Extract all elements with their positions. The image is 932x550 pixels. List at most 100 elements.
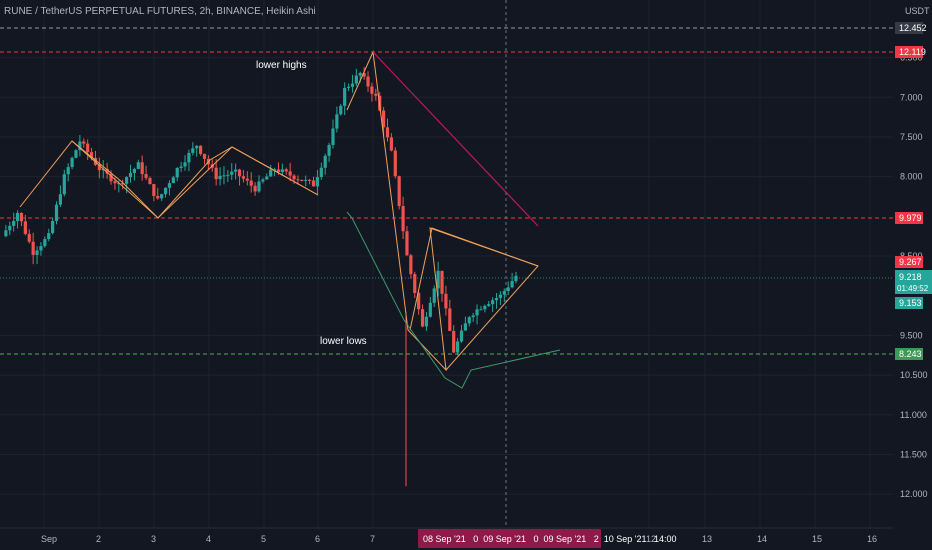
candle-body[interactable] <box>346 86 351 88</box>
candle-body[interactable] <box>249 180 253 186</box>
price-axis[interactable]: USDT 12.00011.50011.00010.5009.5008.5008… <box>893 0 932 528</box>
candle-body[interactable] <box>234 169 238 172</box>
candle-body[interactable] <box>502 290 506 295</box>
candle-body[interactable] <box>354 75 358 84</box>
pattern-drawings[interactable] <box>19 50 561 389</box>
candle-body[interactable] <box>479 309 483 311</box>
candle-body[interactable] <box>401 206 405 232</box>
candles[interactable] <box>4 67 518 487</box>
candle-body[interactable] <box>257 181 261 192</box>
candle-body[interactable] <box>51 221 55 234</box>
candle-body[interactable] <box>62 174 66 195</box>
candle-body[interactable] <box>405 231 409 256</box>
candle-body[interactable] <box>397 176 401 207</box>
candle-body[interactable] <box>113 181 117 184</box>
candle-body[interactable] <box>58 194 63 205</box>
candle-body[interactable] <box>261 179 265 182</box>
candle-body[interactable] <box>315 177 320 187</box>
wedge-orange[interactable] <box>409 227 539 331</box>
candle-body[interactable] <box>436 270 440 289</box>
candle-body[interactable] <box>15 212 20 222</box>
candle-body[interactable] <box>389 137 393 151</box>
candle-body[interactable] <box>498 294 503 298</box>
candle-body[interactable] <box>27 233 31 242</box>
candle-body[interactable] <box>202 153 207 159</box>
candle-body[interactable] <box>195 145 199 149</box>
candle-body[interactable] <box>420 309 425 327</box>
candle-body[interactable] <box>265 176 269 180</box>
candle-body[interactable] <box>463 323 467 331</box>
candle-body[interactable] <box>191 148 195 153</box>
candle-body[interactable] <box>292 175 296 180</box>
candle-body[interactable] <box>66 167 70 175</box>
trendline-magenta[interactable] <box>372 51 539 227</box>
candle-body[interactable] <box>491 300 495 305</box>
candle-body[interactable] <box>304 179 308 181</box>
candle-body[interactable] <box>319 167 323 178</box>
candle-body[interactable] <box>382 110 386 128</box>
candle-body[interactable] <box>339 105 343 115</box>
candle-body[interactable] <box>308 179 312 181</box>
candle-body[interactable] <box>296 179 300 181</box>
candle-body[interactable] <box>483 305 487 310</box>
candle-body[interactable] <box>428 302 432 317</box>
candle-body[interactable] <box>89 152 94 158</box>
candle-body[interactable] <box>19 212 24 222</box>
candle-body[interactable] <box>253 185 257 192</box>
candle-body[interactable] <box>510 281 514 288</box>
candle-body[interactable] <box>459 330 464 342</box>
candle-body[interactable] <box>237 169 242 177</box>
candle-body[interactable] <box>140 162 144 175</box>
candle-body[interactable] <box>70 157 74 168</box>
candle-body[interactable] <box>475 309 479 316</box>
candle-body[interactable] <box>39 246 43 251</box>
candle-body[interactable] <box>374 93 378 96</box>
candle-body[interactable] <box>366 76 370 87</box>
candle-body[interactable] <box>160 194 164 199</box>
candle-body[interactable] <box>97 164 101 171</box>
zigzag-left-orange-2[interactable] <box>71 140 319 219</box>
candle-body[interactable] <box>8 225 12 231</box>
candle-body[interactable] <box>343 87 347 106</box>
candle-body[interactable] <box>350 83 355 87</box>
candle-body[interactable] <box>362 72 366 77</box>
candle-body[interactable] <box>47 233 51 240</box>
candle-body[interactable] <box>105 168 109 174</box>
candle-body[interactable] <box>487 304 491 306</box>
time-axis[interactable]: Sep 2 3 4 5 6 7 12 13 14 15 16 08 Sep '21 0 09 Sep … <box>0 527 932 550</box>
candle-body[interactable] <box>300 179 304 181</box>
candle-body[interactable] <box>327 144 331 156</box>
candle-body[interactable] <box>179 166 183 168</box>
candle-body[interactable] <box>167 183 172 188</box>
candle-body[interactable] <box>311 180 316 187</box>
candle-body[interactable] <box>82 141 86 144</box>
candle-body[interactable] <box>417 292 421 310</box>
candle-body[interactable] <box>471 315 475 318</box>
candle-body[interactable] <box>280 169 284 173</box>
candle-body[interactable] <box>128 172 133 178</box>
candle-body[interactable] <box>467 317 471 324</box>
candle-body[interactable] <box>148 178 152 185</box>
candle-body[interactable] <box>31 241 35 255</box>
candle-body[interactable] <box>444 293 448 309</box>
candle-body[interactable] <box>370 86 374 94</box>
candle-body[interactable] <box>214 167 218 180</box>
candle-body[interactable] <box>409 255 413 275</box>
candle-body[interactable] <box>440 270 444 294</box>
candle-body[interactable] <box>218 175 222 180</box>
candle-body[interactable] <box>187 152 191 163</box>
candle-body[interactable] <box>78 141 82 151</box>
candle-body[interactable] <box>136 162 140 169</box>
candle-body[interactable] <box>12 221 16 226</box>
candle-body[interactable] <box>288 171 292 176</box>
candle-body[interactable] <box>163 187 168 195</box>
candle-body[interactable] <box>125 177 129 184</box>
candle-body[interactable] <box>117 183 121 185</box>
candle-body[interactable] <box>121 183 125 185</box>
candle-body[interactable] <box>54 204 59 222</box>
candle-body[interactable] <box>222 175 226 177</box>
candle-body[interactable] <box>424 316 429 327</box>
candle-body[interactable] <box>144 174 148 179</box>
